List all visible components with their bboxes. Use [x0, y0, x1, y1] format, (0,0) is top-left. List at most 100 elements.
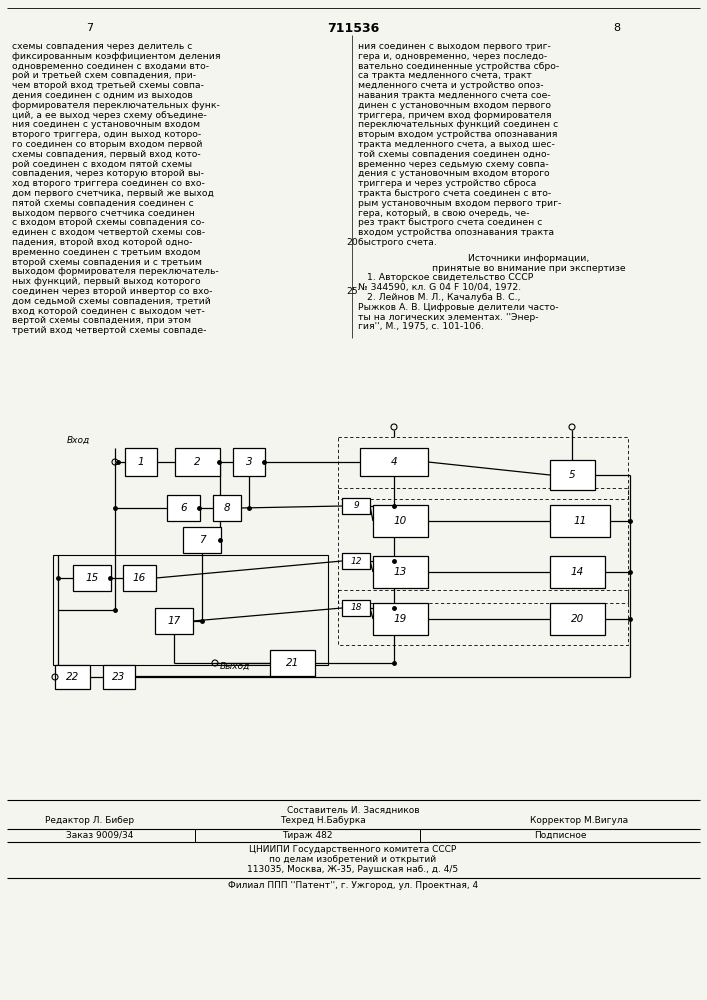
Text: Заказ 9009/34: Заказ 9009/34 — [66, 831, 134, 840]
Text: дом первого счетчика, первый же выход: дом первого счетчика, первый же выход — [12, 189, 214, 198]
Bar — [373, 505, 428, 537]
Bar — [338, 437, 628, 499]
Bar — [167, 495, 200, 521]
Text: динен с установочным входом первого: динен с установочным входом первого — [358, 101, 551, 110]
Text: выходом первого счетчика соединен: выходом первого счетчика соединен — [12, 209, 195, 218]
Text: вертой схемы совпадения, при этом: вертой схемы совпадения, при этом — [12, 316, 191, 325]
Text: второй схемы совпадения и с третьим: второй схемы совпадения и с третьим — [12, 258, 202, 267]
Text: 6: 6 — [180, 503, 187, 513]
Bar — [550, 603, 605, 635]
Bar — [338, 488, 628, 603]
Bar — [550, 460, 595, 490]
Text: 2. Лейнов М. Л., Качалуба В. С.,: 2. Лейнов М. Л., Качалуба В. С., — [358, 293, 520, 302]
Text: 711536: 711536 — [327, 21, 379, 34]
Bar — [550, 505, 610, 537]
Text: единен с входом четвертой схемы сов-: единен с входом четвертой схемы сов- — [12, 228, 205, 237]
Text: 113035, Москва, Ж-35, Раушская наб., д. 4/5: 113035, Москва, Ж-35, Раушская наб., д. … — [247, 865, 459, 874]
Text: Техред Н.Бабурка: Техред Н.Бабурка — [280, 816, 366, 825]
Text: 13: 13 — [394, 567, 407, 577]
Text: 10: 10 — [394, 516, 407, 526]
Text: гера, который, в свою очередь, че-: гера, который, в свою очередь, че- — [358, 209, 530, 218]
Text: Тираж 482: Тираж 482 — [282, 831, 332, 840]
Text: Вход: Вход — [66, 436, 90, 445]
Text: вход которой соединен с выходом чет-: вход которой соединен с выходом чет- — [12, 307, 205, 316]
Text: 7: 7 — [86, 23, 93, 33]
Bar — [155, 608, 193, 634]
Text: выходом формирователя переключатель-: выходом формирователя переключатель- — [12, 267, 218, 276]
Text: Филиал ППП ''Патент'', г. Ужгород, ул. Проектная, 4: Филиал ППП ''Патент'', г. Ужгород, ул. П… — [228, 881, 478, 890]
Bar — [183, 527, 221, 553]
Text: 3: 3 — [246, 457, 252, 467]
Text: 9: 9 — [353, 502, 359, 510]
Text: ных функций, первый выход которого: ных функций, первый выход которого — [12, 277, 201, 286]
Text: чем второй вход третьей схемы совпа-: чем второй вход третьей схемы совпа- — [12, 81, 204, 90]
Text: дения с установочным входом второго: дения с установочным входом второго — [358, 169, 549, 178]
Text: тракта медленного счета, а выход шес-: тракта медленного счета, а выход шес- — [358, 140, 555, 149]
Text: 8: 8 — [614, 23, 621, 33]
Text: 1: 1 — [138, 457, 144, 467]
Text: медленного счета и устройство опоз-: медленного счета и устройство опоз- — [358, 81, 544, 90]
Bar — [123, 565, 156, 591]
Text: № 344590, кл. G 04 F 10/04, 1972.: № 344590, кл. G 04 F 10/04, 1972. — [358, 283, 521, 292]
Text: соединен через второй инвертор со вхо-: соединен через второй инвертор со вхо- — [12, 287, 213, 296]
Text: одновременно соединен с входами вто-: одновременно соединен с входами вто- — [12, 62, 209, 71]
Text: 8: 8 — [223, 503, 230, 513]
Text: 14: 14 — [571, 567, 584, 577]
Text: Рыжков А. В. Цифровые делители часто-: Рыжков А. В. Цифровые делители часто- — [358, 303, 559, 312]
Text: гера и, одновременно, через последо-: гера и, одновременно, через последо- — [358, 52, 547, 61]
Text: с входом второй схемы совпадения со-: с входом второй схемы совпадения со- — [12, 218, 204, 227]
Text: 16: 16 — [133, 573, 146, 583]
Bar — [342, 600, 370, 616]
Text: 1. Авторское свидетельство СССР: 1. Авторское свидетельство СССР — [358, 273, 533, 282]
Text: Подписное: Подписное — [534, 831, 586, 840]
Text: ций, а ее выход через схему объедине-: ций, а ее выход через схему объедине- — [12, 111, 206, 120]
Text: рой и третьей схем совпадения, при-: рой и третьей схем совпадения, при- — [12, 71, 196, 80]
Text: 21: 21 — [286, 658, 299, 668]
Bar — [175, 448, 220, 476]
Bar — [373, 603, 428, 635]
Text: гия'', М., 1975, с. 101-106.: гия'', М., 1975, с. 101-106. — [358, 322, 484, 331]
Bar — [360, 448, 428, 476]
Text: 4: 4 — [391, 457, 397, 467]
Text: формирователя переключательных функ-: формирователя переключательных функ- — [12, 101, 220, 110]
Text: 20: 20 — [571, 614, 584, 624]
Text: 2: 2 — [194, 457, 201, 467]
Bar — [213, 495, 241, 521]
Bar — [125, 448, 157, 476]
Text: 7: 7 — [199, 535, 205, 545]
Text: Редактор Л. Бибер: Редактор Л. Бибер — [45, 816, 134, 825]
Text: падения, второй вход которой одно-: падения, второй вход которой одно- — [12, 238, 192, 247]
Text: са тракта медленного счета, тракт: са тракта медленного счета, тракт — [358, 71, 532, 80]
Text: 17: 17 — [168, 616, 180, 626]
Text: навания тракта медленного счета сое-: навания тракта медленного счета сое- — [358, 91, 551, 100]
Text: Выход: Выход — [220, 662, 250, 670]
Text: Корректор М.Вигула: Корректор М.Вигула — [530, 816, 628, 825]
Text: фиксированным коэффициентом деления: фиксированным коэффициентом деления — [12, 52, 221, 61]
Text: 15: 15 — [86, 573, 98, 583]
Text: Составитель И. Засядников: Составитель И. Засядников — [286, 806, 419, 815]
Text: входом устройства опознавания тракта: входом устройства опознавания тракта — [358, 228, 554, 237]
Text: вательно соединенные устройства сбро-: вательно соединенные устройства сбро- — [358, 62, 559, 71]
Text: тракта быстрого счета соединен с вто-: тракта быстрого счета соединен с вто- — [358, 189, 551, 198]
Text: триггера, причем вход формирователя: триггера, причем вход формирователя — [358, 111, 551, 120]
Text: второго триггера, один выход которо-: второго триггера, один выход которо- — [12, 130, 201, 139]
Text: 18: 18 — [350, 603, 362, 612]
Text: ЦНИИПИ Государственного комитета СССР: ЦНИИПИ Государственного комитета СССР — [250, 845, 457, 854]
Text: схемы совпадения через делитель с: схемы совпадения через делитель с — [12, 42, 192, 51]
Text: совпадения, через которую второй вы-: совпадения, через которую второй вы- — [12, 169, 204, 178]
Text: принятые во внимание при экспертизе: принятые во внимание при экспертизе — [432, 264, 626, 273]
Text: третий вход четвертой схемы совпаде-: третий вход четвертой схемы совпаде- — [12, 326, 206, 335]
Bar — [373, 556, 428, 588]
Bar — [270, 650, 315, 676]
Text: по делам изобретений и открытий: по делам изобретений и открытий — [269, 855, 436, 864]
Text: ния соединен с установочным входом: ния соединен с установочным входом — [12, 120, 200, 129]
Text: 12: 12 — [350, 556, 362, 566]
Bar — [550, 556, 605, 588]
Text: пятой схемы совпадения соединен с: пятой схемы совпадения соединен с — [12, 199, 194, 208]
Text: той схемы совпадения соединен одно-: той схемы совпадения соединен одно- — [358, 150, 550, 159]
Text: дом седьмой схемы совпадения, третий: дом седьмой схемы совпадения, третий — [12, 297, 211, 306]
Text: Источники информации,: Источники информации, — [468, 254, 590, 263]
Text: 5: 5 — [569, 470, 575, 480]
Text: переключательных функций соединен с: переключательных функций соединен с — [358, 120, 559, 129]
Bar — [338, 590, 628, 645]
